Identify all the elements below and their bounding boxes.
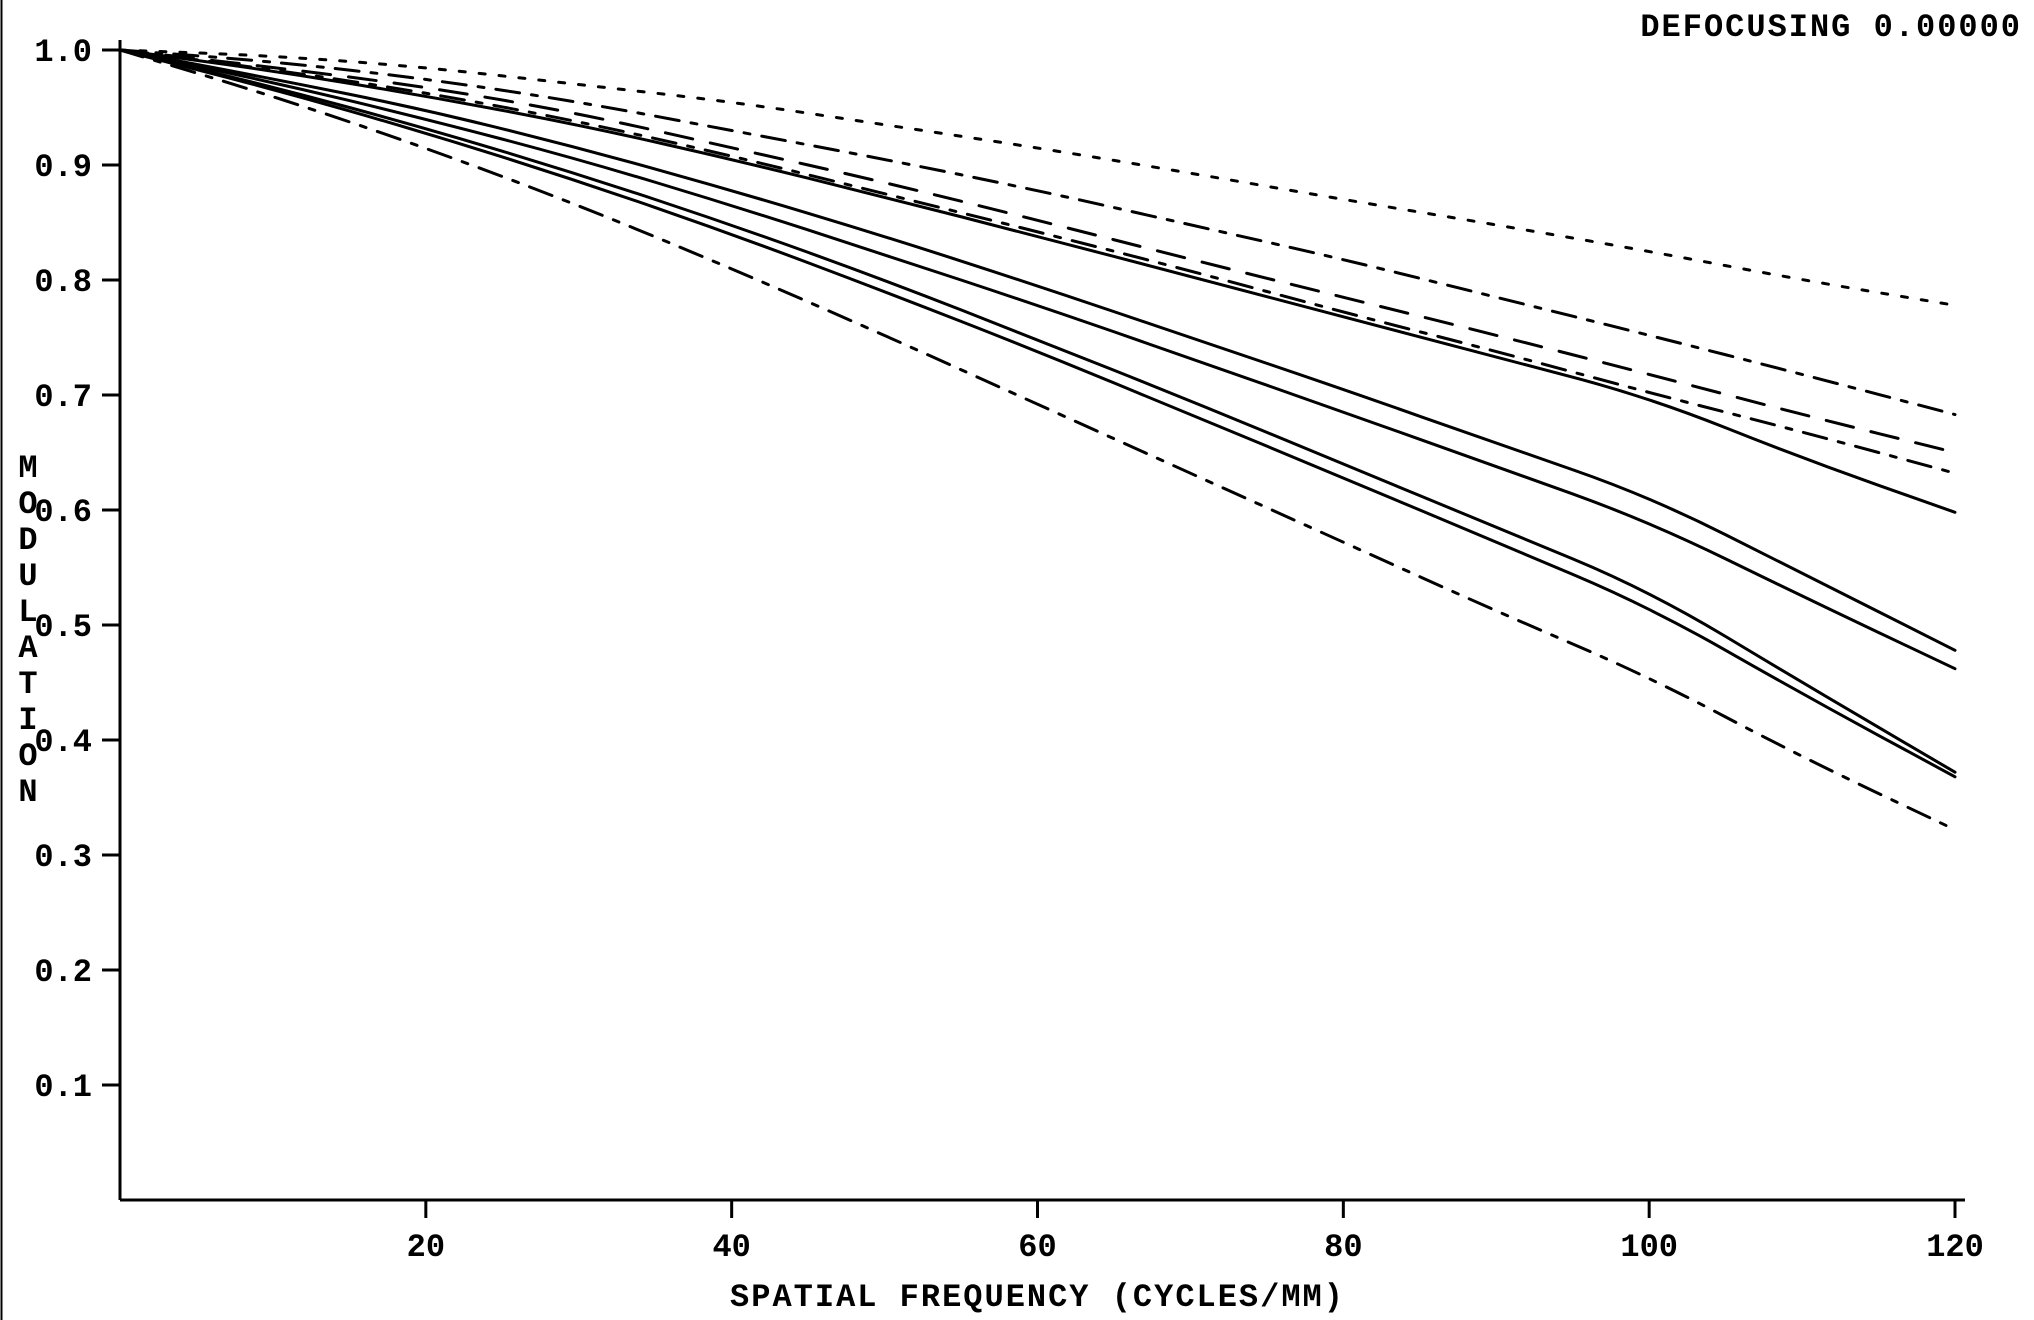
x-tick-label: 80 — [1324, 1229, 1362, 1266]
y-tick-label: 0.6 — [34, 494, 92, 531]
y-tick-label: 0.4 — [34, 724, 92, 761]
x-tick-label: 40 — [712, 1229, 750, 1266]
y-axis-label-letter: M — [18, 450, 37, 487]
y-axis-label-letter: A — [18, 630, 38, 667]
y-tick-label: 0.2 — [34, 954, 92, 991]
y-axis-label-letter: U — [18, 558, 37, 595]
y-axis-label-letter: T — [18, 666, 37, 703]
y-axis-label-letter: L — [18, 594, 37, 631]
x-axis-label: SPATIAL FREQUENCY (CYCLES/MM) — [730, 1279, 1345, 1316]
mtf-chart-svg: 20 40 60 80 100 120 0.1 0.2 0.3 0.4 0.5 0.6 0.7 0.8 0.… — [0, 0, 2034, 1320]
y-tick-label: 0.5 — [34, 609, 92, 646]
mtf-chart: 20 40 60 80 100 120 0.1 0.2 0.3 0.4 0.5 0.6 0.7 0.8 0.… — [0, 0, 2034, 1320]
y-tick-label: 0.3 — [34, 839, 92, 876]
x-tick-label: 120 — [1926, 1229, 1984, 1266]
y-tick-label: 0.7 — [34, 379, 92, 416]
y-tick-label: 0.1 — [34, 1069, 92, 1106]
y-axis-label-letter: I — [18, 702, 37, 739]
y-tick-label: 0.8 — [34, 264, 92, 301]
x-tick-label: 20 — [407, 1229, 445, 1266]
x-tick-label: 60 — [1018, 1229, 1056, 1266]
y-axis-label-letter: N — [18, 774, 37, 811]
header-text: DEFOCUSING 0.00000 — [1640, 9, 2022, 46]
y-tick-label: 0.9 — [34, 149, 92, 186]
y-axis-label-letter: O — [18, 486, 37, 523]
y-axis-label-letter: O — [18, 738, 37, 775]
x-tick-label: 100 — [1620, 1229, 1678, 1266]
y-tick-label: 1.0 — [34, 34, 92, 71]
y-axis-label-letter: D — [18, 522, 37, 559]
